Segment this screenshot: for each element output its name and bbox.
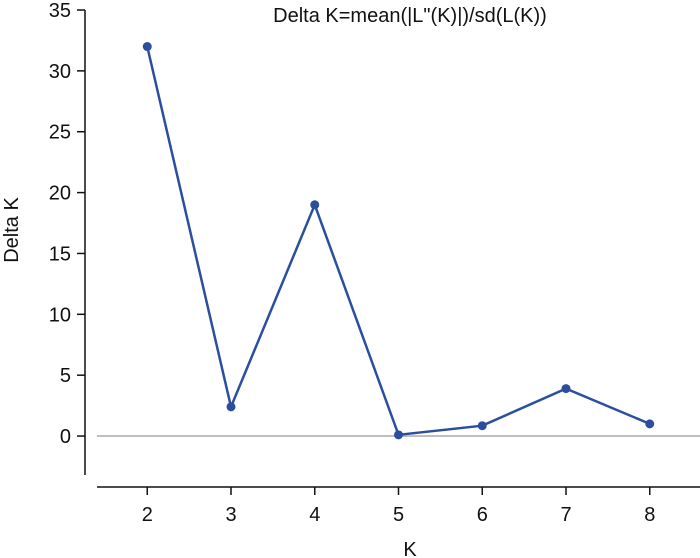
y-axis-label: Delta K: [1, 197, 23, 263]
y-tick-label: 25: [49, 122, 71, 144]
y-tick-label: 5: [60, 365, 71, 387]
data-point: [645, 419, 655, 429]
x-tick-label: 6: [477, 504, 488, 526]
y-tick-label: 0: [60, 426, 71, 448]
y-tick-label: 35: [49, 0, 71, 22]
x-tick-label: 2: [142, 504, 153, 526]
x-tick-label: 4: [309, 504, 320, 526]
y-tick-label: 15: [49, 243, 71, 265]
data-point: [561, 384, 571, 394]
data-point: [226, 402, 236, 412]
x-tick-label: 5: [393, 504, 404, 526]
data-point: [477, 421, 487, 431]
y-tick-label: 20: [49, 183, 71, 205]
y-tick-label: 30: [49, 61, 71, 83]
data-point: [142, 42, 152, 52]
x-tick-label: 7: [560, 504, 571, 526]
x-tick-label: 3: [225, 504, 236, 526]
data-point: [394, 430, 403, 440]
x-axis-label: K: [403, 539, 417, 558]
data-point: [310, 200, 320, 210]
data-line: [146, 46, 651, 437]
y-tick-label: 10: [49, 304, 71, 326]
chart-title: Delta K=mean(|L"(K)|)/sd(L(K)): [273, 5, 547, 27]
x-tick-label: 8: [644, 504, 655, 526]
